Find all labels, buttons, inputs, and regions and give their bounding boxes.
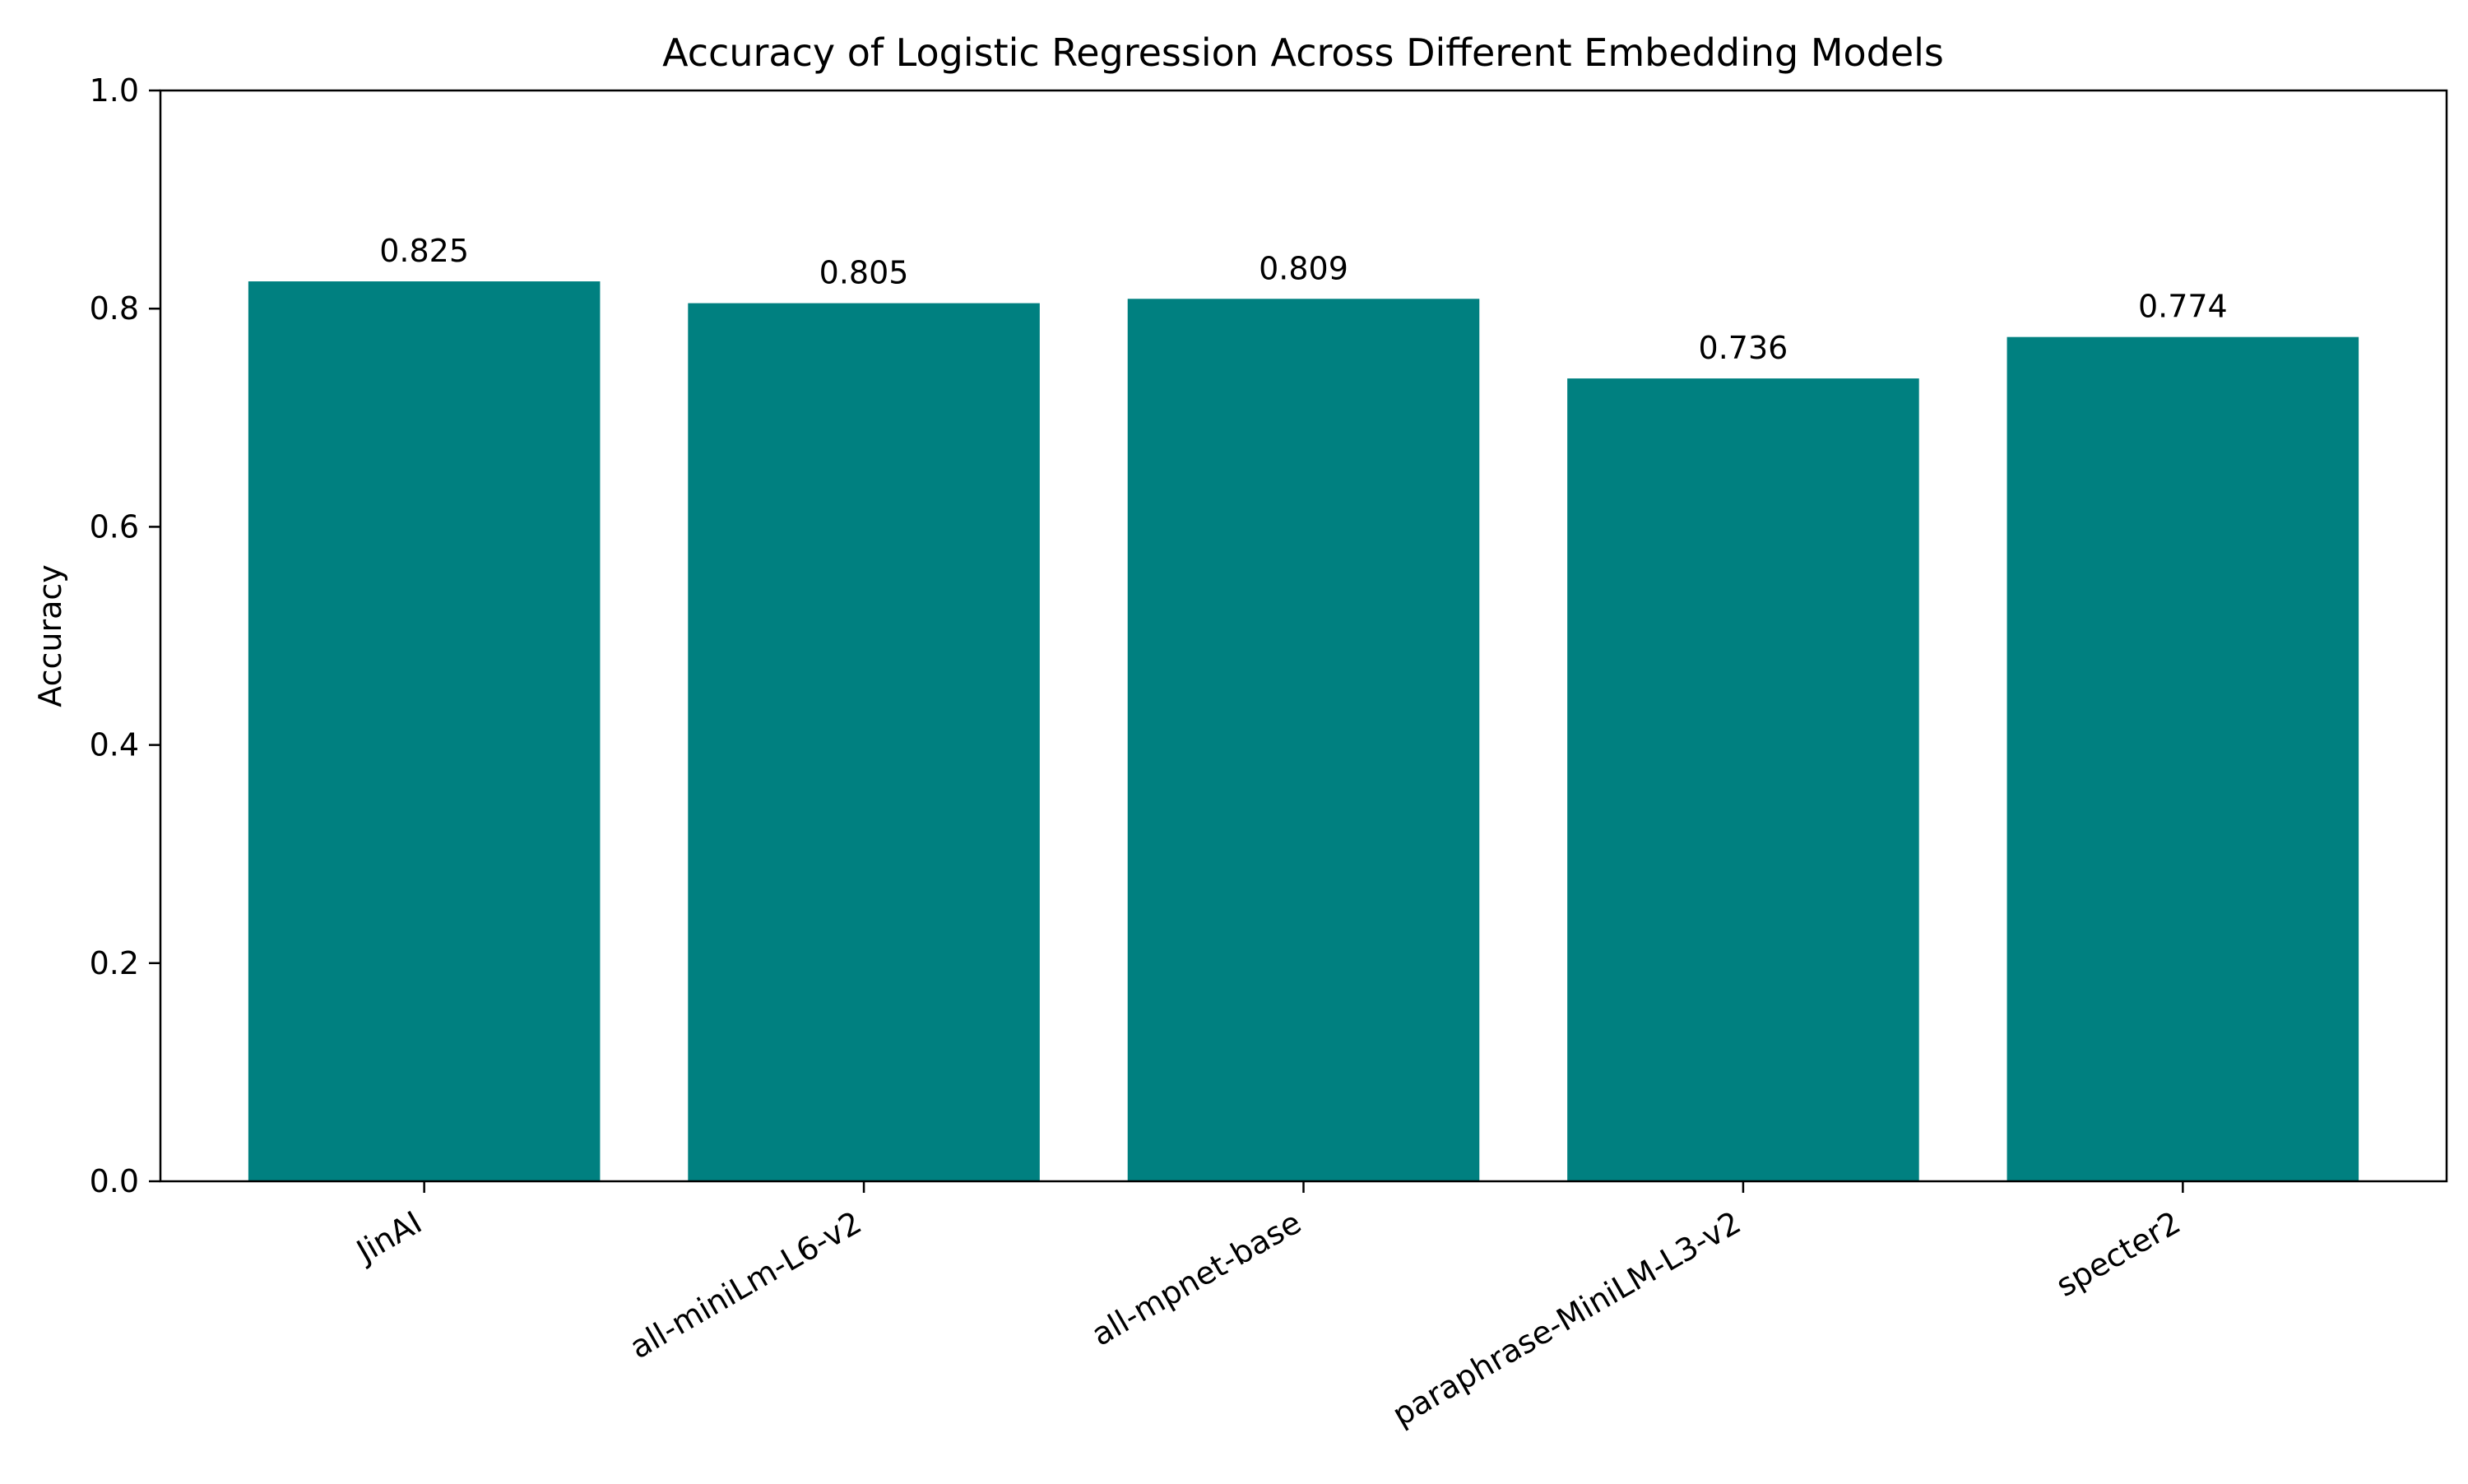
y-tick-label: 0.8	[90, 290, 139, 327]
x-axis-ticks: JinAI all-miniLm-L6-v2 all-mpnet-base parap…	[349, 1181, 2187, 1433]
x-tick-label: specter2	[2050, 1204, 2187, 1304]
x-tick-label: paraphrase-MiniLM-L3-v2	[1386, 1204, 1747, 1433]
bar-jinai	[248, 281, 601, 1181]
bar-value-label: 0.805	[819, 255, 909, 291]
bar-specter2	[2006, 336, 2359, 1181]
y-axis-label: Accuracy	[32, 564, 68, 707]
y-tick-label: 0.6	[90, 508, 139, 545]
bar-value-label: 0.736	[1699, 330, 1788, 366]
y-tick-label: 1.0	[90, 72, 139, 109]
bar-labels-group: 0.825 0.805 0.809 0.736 0.774	[379, 233, 2227, 366]
bar-paraphrase-minilm-l3-v2	[1567, 378, 1919, 1182]
y-tick-label: 0.2	[90, 945, 139, 981]
bars-group	[248, 281, 2359, 1182]
chart-title: Accuracy of Logistic Regression Across D…	[662, 30, 1944, 75]
plot-area-frame	[159, 89, 2448, 1183]
x-tick-label: JinAI	[349, 1204, 428, 1271]
bar-value-label: 0.809	[1259, 250, 1348, 286]
y-tick-label: 0.4	[90, 727, 139, 763]
bar-value-label: 0.825	[379, 233, 469, 269]
x-tick-label: all-miniLm-L6-v2	[624, 1204, 867, 1366]
y-axis-ticks: 0.0 0.2 0.4 0.6 0.8 1.0	[90, 72, 160, 1199]
bar-value-label: 0.774	[2138, 289, 2228, 325]
x-tick-label: all-mpnet-base	[1085, 1204, 1307, 1353]
bar-all-minilm-l6-v2	[688, 303, 1040, 1181]
y-tick-label: 0.0	[90, 1163, 139, 1199]
bar-all-mpnet-base	[1127, 299, 1480, 1181]
